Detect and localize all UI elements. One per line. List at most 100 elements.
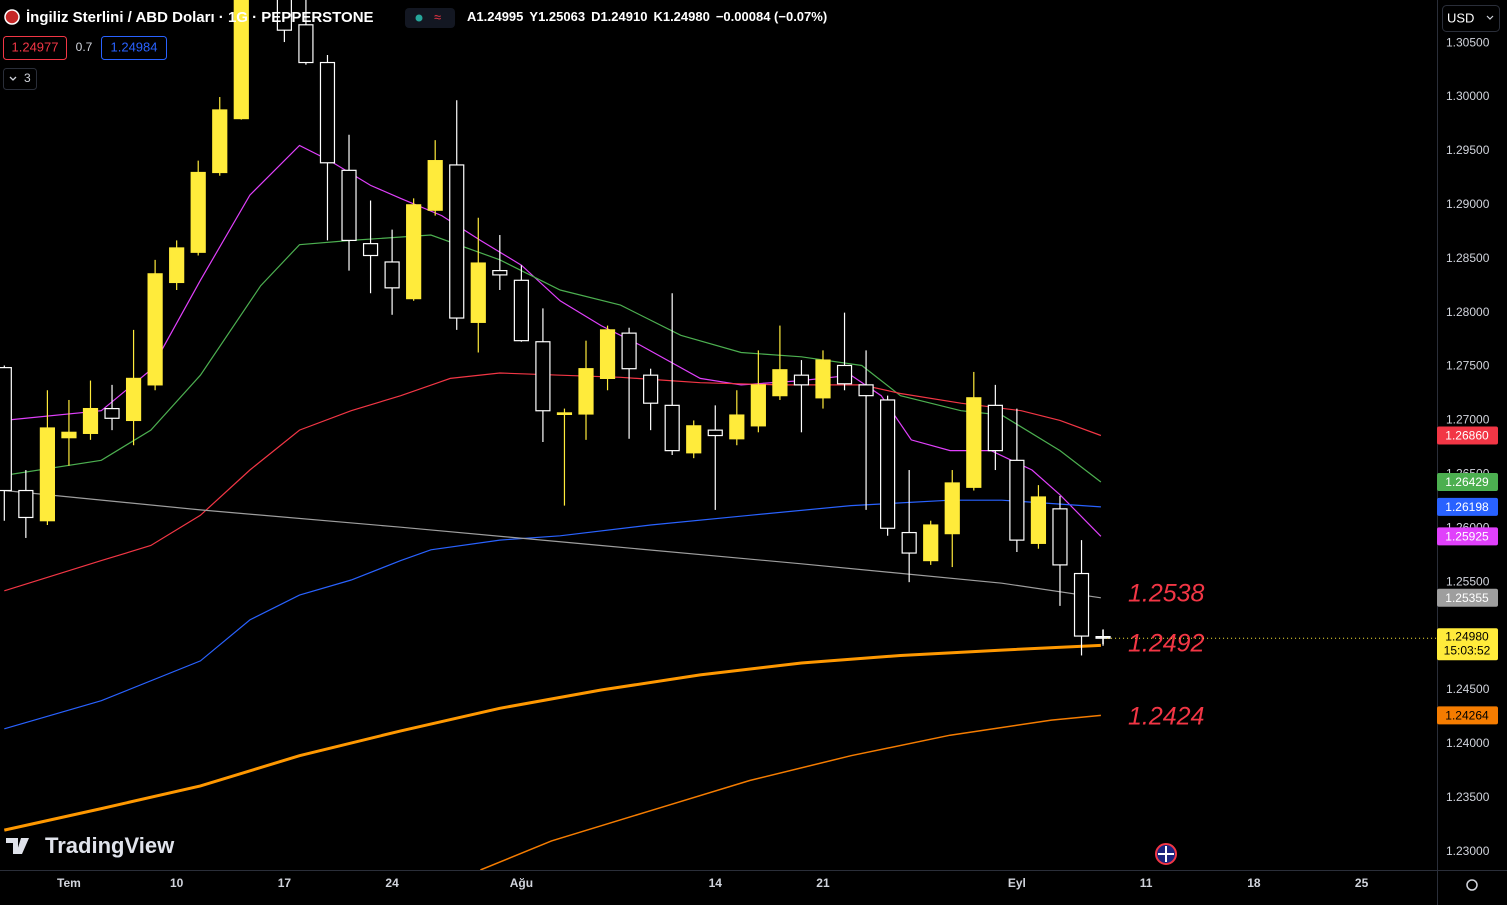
buy-button[interactable] [101,36,167,60]
x-tick-label: Tem [57,876,81,890]
settings-icon[interactable] [1466,879,1478,891]
candle-body [449,164,465,319]
candle-body [319,61,336,164]
chevron-icon [1486,15,1494,20]
candle-body [18,489,34,519]
candle-body [104,407,120,419]
y-tick-label: 1.23000 [1446,844,1490,858]
status-icon: ≈ [434,9,441,24]
x-tick-label: 10 [170,876,184,890]
y-tick-label: 1.30000 [1446,89,1490,103]
price-tag [1437,588,1498,607]
candle-body [427,160,443,211]
candle-body [1052,508,1068,566]
x-tick-label: Eyl [1008,876,1026,890]
market-status [415,14,423,22]
y-tick-label: 1.29500 [1446,143,1490,157]
y-tick-label: 1.28000 [1446,305,1490,319]
candle-body [664,404,680,452]
price-tag-label: 1.26198 [1445,500,1489,514]
x-tick-label: 18 [1247,876,1261,890]
price-annotation: 1.2538 [1128,580,1205,608]
candle-body [169,247,185,284]
ohlc-value: 1.25063 [538,9,585,24]
ohlc-value: 1.24980 [663,9,710,24]
candle-body [621,332,637,370]
candle-body [82,407,99,434]
candle-body [944,482,960,535]
indicator-count: 3 [24,71,31,85]
status-box [405,8,455,28]
candle-body [513,279,529,342]
moving-average [4,372,1102,592]
last-price-tag [1437,628,1498,661]
y-tick-label: 1.24500 [1446,682,1490,696]
y-tick-label: 1.24000 [1446,736,1490,750]
candle-body [750,384,766,427]
price-tag [1437,426,1498,445]
y-tick-label: 1.28500 [1446,251,1490,265]
candle-body [793,374,810,386]
x-tick-label: 17 [278,876,292,890]
candle-body [578,368,594,415]
logo [6,838,29,854]
last-price-label: 1.24980 [1445,629,1489,643]
candle-body [1009,459,1025,541]
spread: 0.7 [76,40,93,54]
y-tick-label: 1.27500 [1446,359,1490,373]
ohlc-key: D [591,9,600,24]
candle-body [298,24,314,64]
candle-body [406,204,422,300]
candle-body [599,329,616,380]
moving-average [4,144,1102,537]
watermark: TradingView [45,833,175,858]
candle-body [0,367,12,492]
candle-body [535,341,551,412]
moving-average [480,714,1101,870]
price-tag-label: 1.25355 [1445,591,1489,605]
candle-body [233,0,249,120]
candle-body [212,109,228,174]
candle-body [341,169,357,242]
candle-body [880,399,896,529]
candle-body [61,431,77,439]
y-tick-label: 1.29000 [1446,197,1490,211]
moving-average [4,489,1101,599]
candle-body [384,261,400,289]
price-tag [1437,527,1498,546]
candle-body [147,273,163,386]
candle-body [901,531,917,554]
buy-price: 1.24984 [111,39,158,54]
symbol-icon [4,9,20,25]
moving-average [4,234,1102,483]
price-tag-label: 1.26429 [1445,475,1489,489]
candle-body [836,364,853,385]
price-tag-label: 1.24264 [1445,709,1489,723]
x-tick-label: 25 [1355,876,1369,890]
x-tick-label: 14 [709,876,723,890]
currency: USD [1447,10,1474,25]
ohlc-key: K [653,9,663,24]
sell-button[interactable] [3,36,67,60]
x-tick-label: 21 [816,876,830,890]
price-tag-label: 1.26860 [1445,429,1489,443]
ohlc-change: −0.00084 (−0.07%) [716,9,827,24]
currency-button[interactable] [1442,5,1500,32]
indicator-toggle[interactable] [3,68,37,90]
price-axis: 1.30500 1.30000 1.29500 1.29000 1.28500 1.280… [1437,35,1498,858]
candle-body [643,374,659,404]
candle-body [707,429,723,437]
x-tick-label: 24 [385,876,399,890]
x-tick-label: 11 [1140,876,1153,890]
price-tag-label: 1.25925 [1445,530,1489,544]
candle-body [987,404,1003,452]
crosshair [1096,630,1110,644]
candle-body [556,412,573,415]
y-tick-label: 1.30500 [1446,35,1490,49]
x-tick-label: Ağu [510,876,533,890]
candle-body [729,414,745,440]
symbol-title[interactable]: İngiliz Sterlini / ABD Doları · 1G · PEP… [26,9,374,26]
candle-body [966,397,982,488]
price-tag [1437,473,1498,492]
